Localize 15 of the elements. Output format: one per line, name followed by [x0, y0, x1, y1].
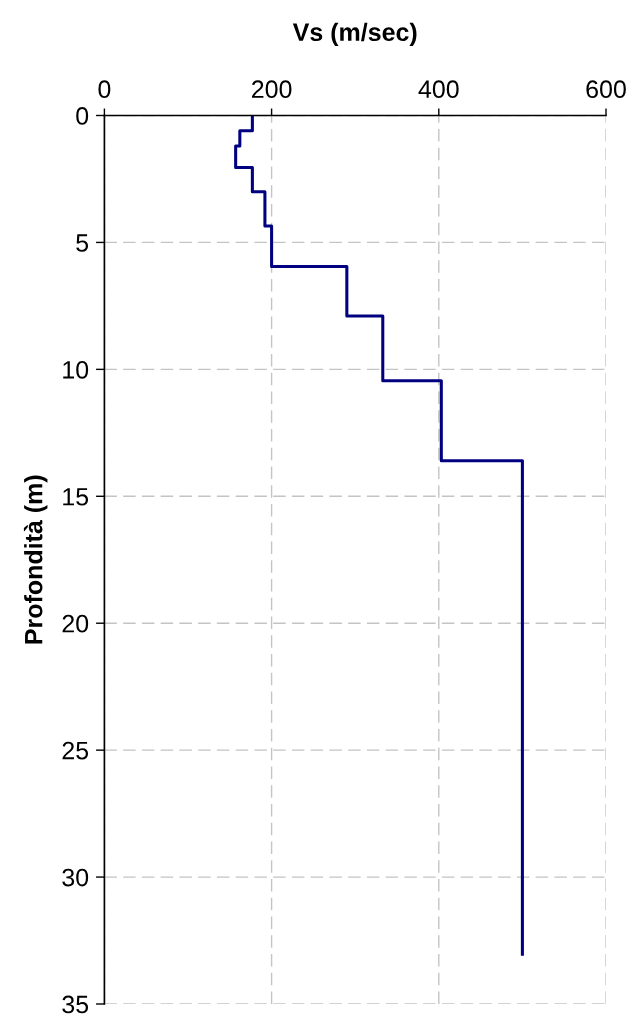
- y-tick-label: 25: [62, 741, 89, 760]
- y-tick-label: 35: [62, 995, 89, 1014]
- x-tick-label: 400: [418, 80, 459, 99]
- x-tick-label: 0: [98, 80, 111, 99]
- y-tick-label: 20: [62, 614, 89, 633]
- y-tick-label: 30: [62, 868, 89, 887]
- y-tick-label: 5: [76, 234, 89, 252]
- y-tick-label: 0: [76, 107, 89, 125]
- line-series: [234, 115, 524, 958]
- y-tick-label: 10: [63, 360, 89, 379]
- y-tick-label: 15: [63, 488, 89, 506]
- x-axis-title: Vs (m/sec): [292, 22, 417, 46]
- x-tick-label: 200: [252, 80, 292, 99]
- y-axis-title: Profondità (m): [23, 475, 48, 644]
- x-tick-label: 600: [586, 80, 626, 99]
